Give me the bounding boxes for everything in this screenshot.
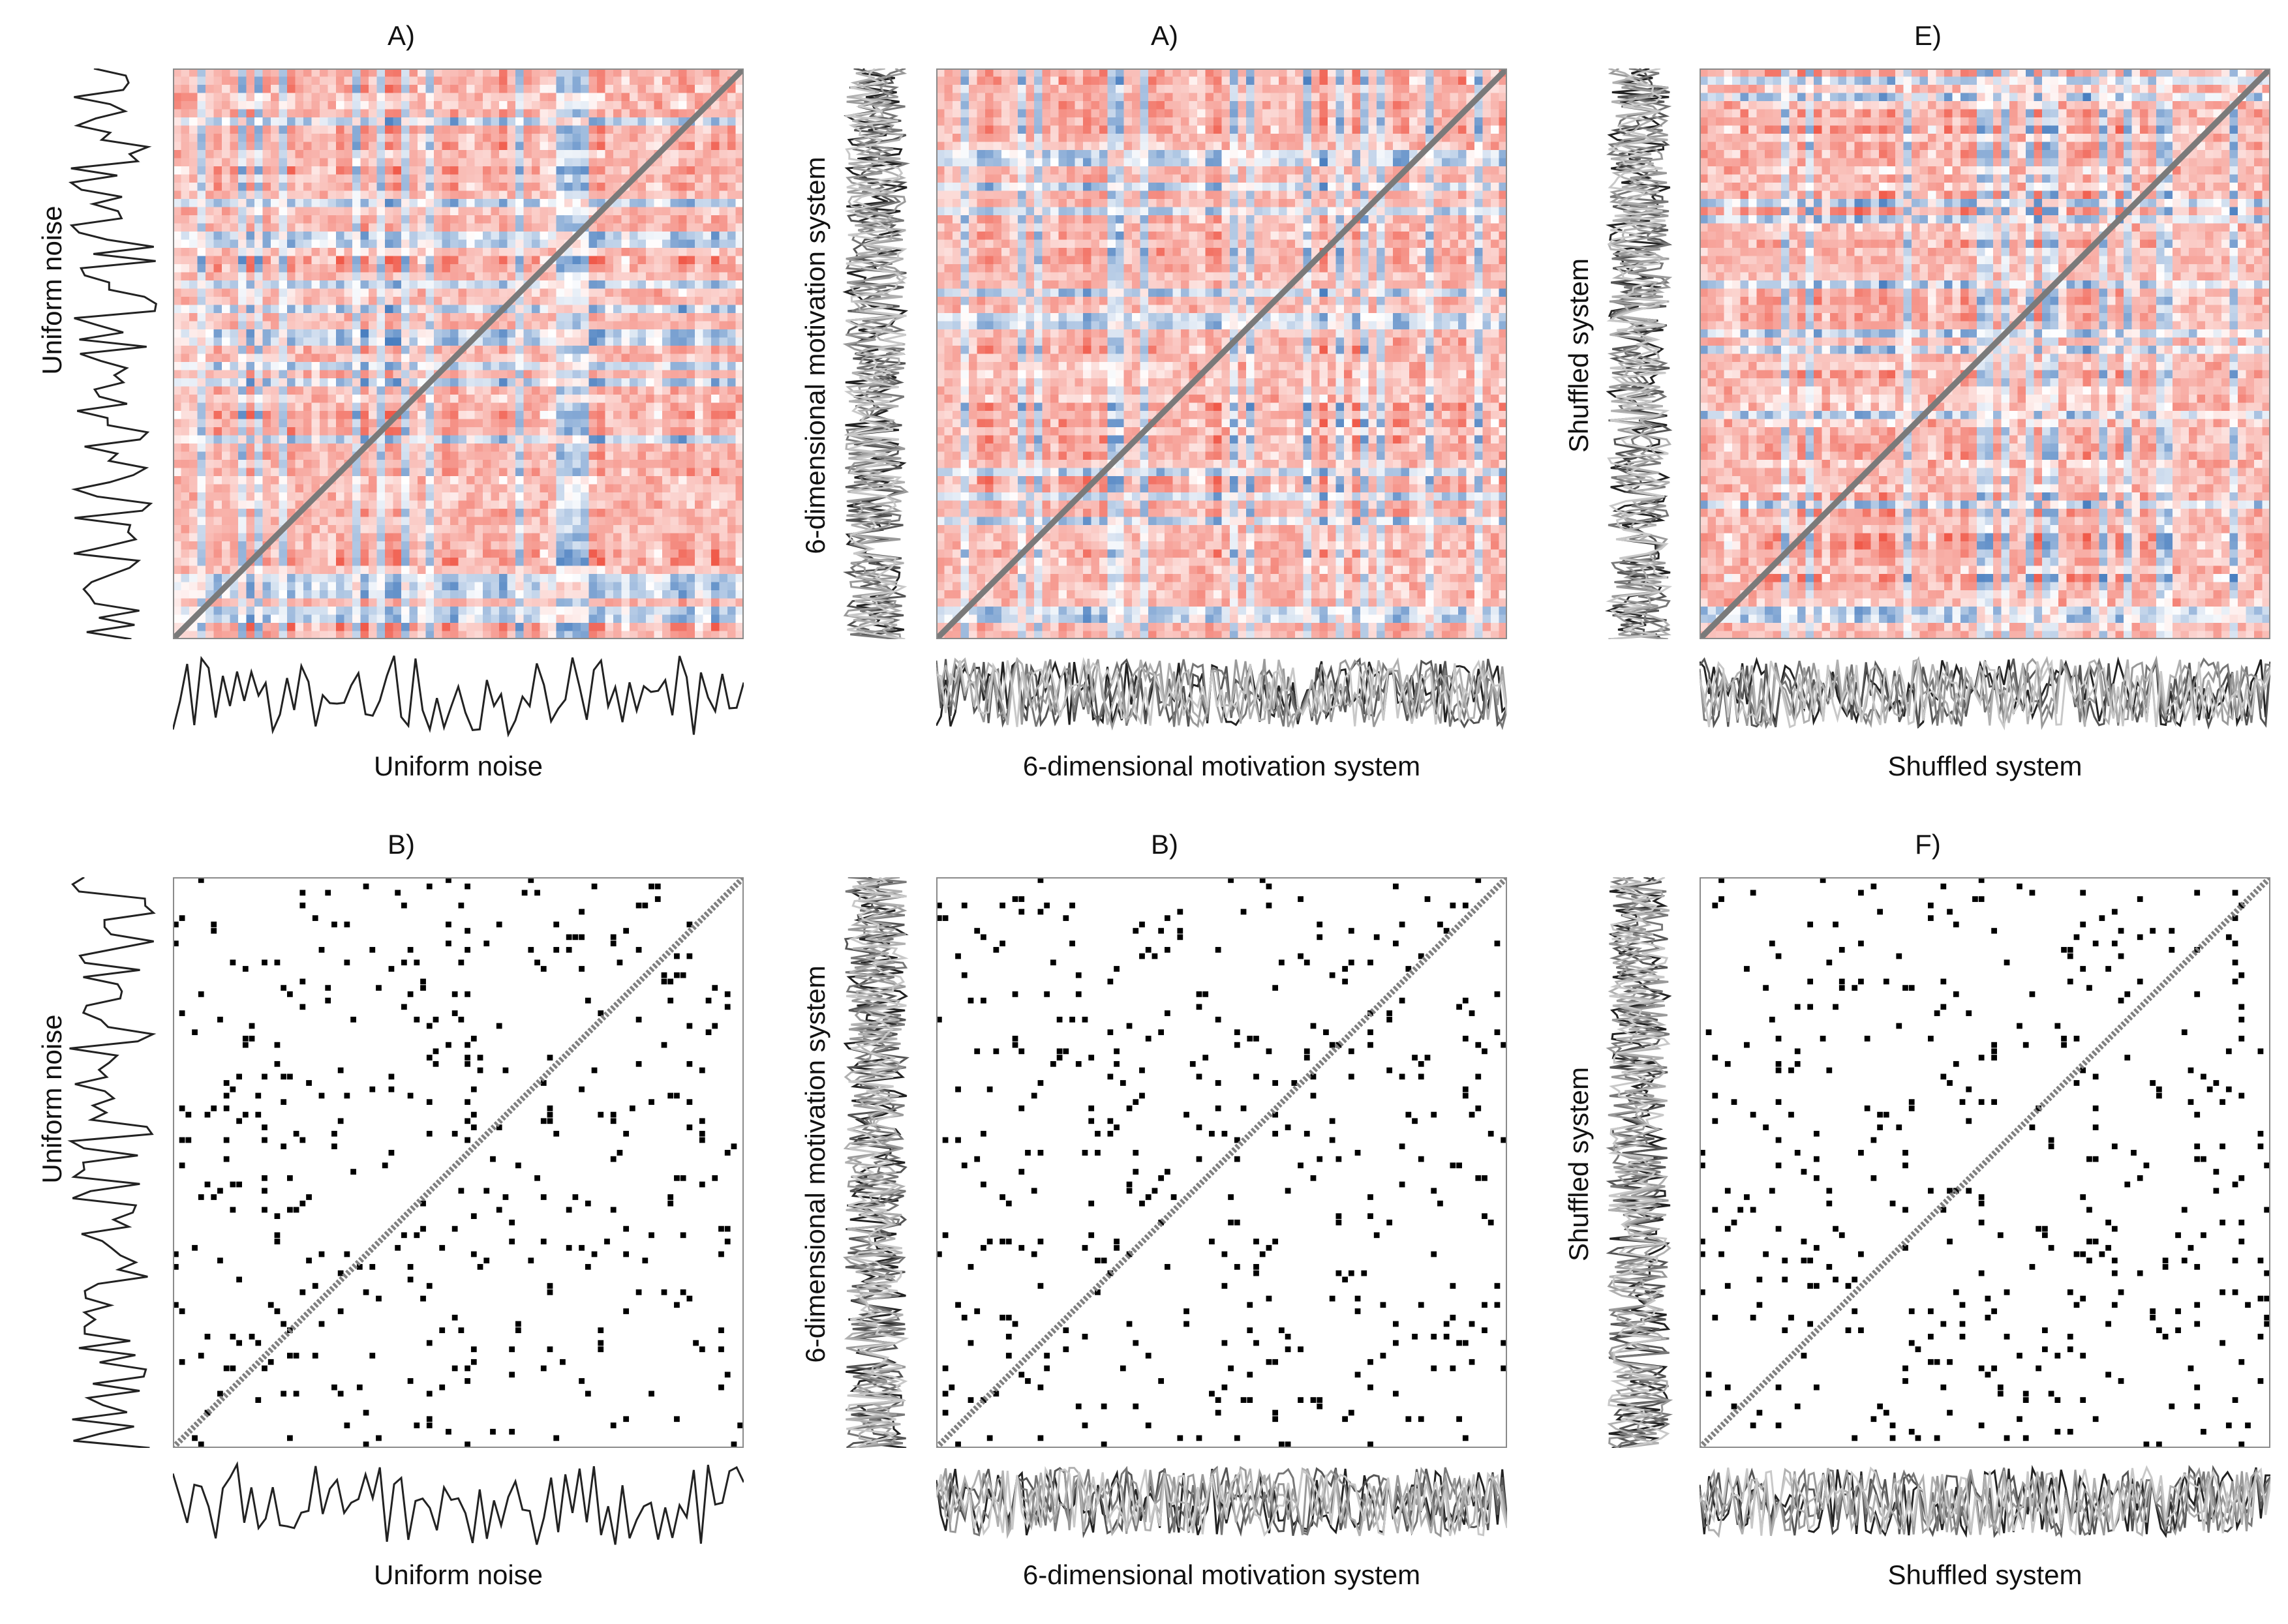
side-timeseries — [1604, 68, 1673, 639]
timeseries-line — [845, 68, 911, 639]
panel-f-shuffled-system: F) Shuffled system Shuffled system — [1553, 828, 2288, 1624]
panel-a-motivation-system: A) 6-dimensional motivation system 6-dim… — [789, 20, 1540, 815]
timeseries-line — [1700, 659, 2270, 730]
timeseries-line — [67, 877, 157, 1448]
correlation-matrix — [1700, 68, 2270, 639]
diagonal-line — [1700, 877, 2270, 1448]
diagonal-line — [173, 877, 744, 1448]
matrix-cells — [173, 68, 744, 639]
timeseries-line — [1606, 877, 1673, 1448]
timeseries-line — [936, 1466, 1507, 1538]
timeseries-line — [843, 877, 908, 1448]
timeseries-line — [844, 68, 908, 639]
timeseries-line — [1608, 877, 1671, 1448]
timeseries-line — [936, 1467, 1507, 1539]
recurrence-points — [1700, 877, 2270, 1448]
panel-title: A) — [388, 20, 415, 51]
panel-b-uniform-noise: B) Uniform noise Uniform noise — [26, 828, 776, 1624]
bottom-timeseries — [936, 1466, 1507, 1539]
timeseries-line — [1700, 1465, 2270, 1536]
panel-title: B) — [388, 829, 415, 860]
x-axis-label: Shuffled system — [1887, 1559, 2082, 1590]
timeseries-line — [936, 1466, 1507, 1537]
correlation-matrix — [936, 68, 1507, 639]
recurrence-matrix — [1700, 877, 2270, 1448]
timeseries-line — [173, 1461, 744, 1545]
x-axis-label: 6-dimensional motivation system — [1022, 1559, 1421, 1590]
x-axis-label: Uniform noise — [373, 751, 543, 781]
timeseries-line — [936, 659, 1507, 731]
x-axis-label: Shuffled system — [1887, 751, 2082, 781]
timeseries-line — [173, 655, 744, 738]
side-timeseries — [843, 877, 910, 1448]
side-timeseries — [842, 68, 911, 639]
timeseries-line — [936, 657, 1507, 729]
timeseries-line — [1606, 68, 1673, 639]
recurrence-matrix — [173, 877, 744, 1448]
x-axis-label: 6-dimensional motivation system — [1022, 751, 1421, 781]
side-timeseries — [68, 68, 157, 639]
diagonal-line — [1700, 68, 2270, 639]
recurrence-points — [936, 877, 1507, 1448]
panel-title: A) — [1151, 20, 1178, 51]
timeseries-line — [844, 68, 907, 639]
side-timeseries — [1606, 877, 1673, 1448]
correlation-matrix — [173, 68, 744, 639]
timeseries-line — [1700, 657, 2270, 729]
panel-title: B) — [1151, 829, 1178, 860]
timeseries-line — [1700, 1467, 2270, 1536]
bottom-timeseries — [173, 655, 744, 738]
panel-e-shuffled-system: E) Shuffled system Shuffled system — [1553, 20, 2288, 815]
recurrence-points — [173, 877, 744, 1448]
timeseries-line — [1700, 1467, 2270, 1539]
diagonal-line — [936, 68, 1507, 639]
bottom-timeseries — [173, 1461, 744, 1545]
panel-b-motivation-system: B) 6-dimensional motivation system 6-dim… — [789, 828, 1540, 1624]
timeseries-line — [1606, 877, 1673, 1448]
panel-title: E) — [1914, 20, 1942, 51]
timeseries-line — [846, 877, 909, 1448]
timeseries-line — [936, 657, 1507, 727]
diagonal-line — [173, 68, 744, 639]
bottom-timeseries — [1700, 1465, 2270, 1539]
timeseries-line — [68, 68, 157, 639]
side-timeseries — [67, 877, 157, 1448]
panel-a-uniform-noise: A) Uniform noise Uniform noise — [26, 20, 776, 815]
matrix-cells — [1700, 68, 2270, 639]
timeseries-line — [1607, 877, 1671, 1448]
diagonal-line — [936, 877, 1507, 1448]
panel-title: F) — [1915, 829, 1941, 860]
bottom-timeseries — [936, 657, 1507, 731]
timeseries-line — [843, 877, 909, 1448]
timeseries-line — [1700, 655, 2270, 728]
x-axis-label: Uniform noise — [373, 1559, 543, 1590]
recurrence-matrix — [936, 877, 1507, 1448]
bottom-timeseries — [1700, 655, 2270, 730]
